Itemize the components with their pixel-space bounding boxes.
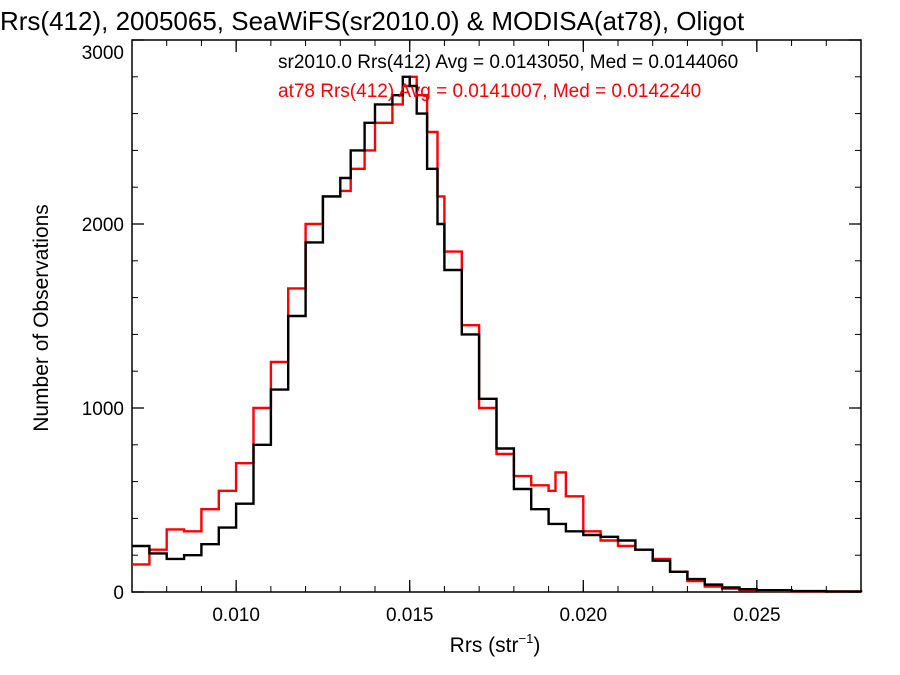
x-axis-label-main: Rrs (str [450,634,519,657]
y-tick-label: 1000 [82,399,124,420]
x-axis-label-sup: −1 [519,631,534,646]
x-tick-label: 0.010 [212,605,260,626]
plot-frame [131,39,862,593]
y-tick-label: 0 [113,583,124,604]
series-group [132,75,863,593]
x-tick-label: 0.015 [386,605,434,626]
plot-area: 0.010 0.015 0.020 0.025 0 1000 2000 3000 [82,39,863,626]
x-axis-label-close: ) [533,634,540,657]
series-line-sr2010-0 [132,75,863,593]
y-tick-label: 2000 [82,215,124,236]
legend: sr2010.0 Rrs(412) Avg = 0.0143050, Med =… [278,52,738,102]
chart-title: Rrs(412), 2005065, SeaWiFS(sr2010.0) & M… [0,6,745,36]
y-tick-label: 3000 [82,43,124,64]
legend-entry-at78: at78 Rrs(412) Avg = 0.0141007, Med = 0.0… [278,81,701,102]
x-axis-label: Rrs (str−1) [450,631,541,657]
x-axis-ticks: 0.010 0.015 0.020 0.025 [131,40,862,626]
legend-entry-sr2010: sr2010.0 Rrs(412) Avg = 0.0143050, Med =… [278,52,738,73]
y-axis-ticks: 0 1000 2000 3000 [82,39,861,604]
x-tick-label: 0.025 [733,605,781,626]
series-line-at78 [132,75,863,593]
y-axis-label: Number of Observations [30,204,53,432]
x-tick-label: 0.020 [560,605,608,626]
